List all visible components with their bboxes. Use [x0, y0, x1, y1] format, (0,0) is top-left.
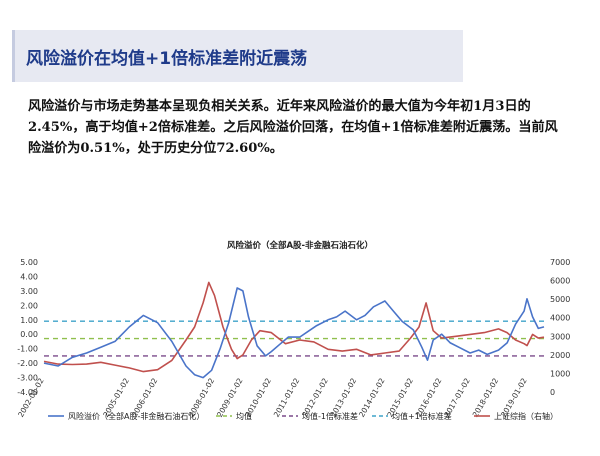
- slide-title: 风险溢价在均值+1倍标准差附近震荡: [26, 49, 308, 69]
- left-tick-label: 4.00: [20, 272, 38, 281]
- chart-container: 风险溢价（全部A股-非金融石油石化） 5.00 4.00 3.00 2.00 1.00 0…: [4, 232, 596, 452]
- legend-label: 均值: [236, 411, 252, 421]
- right-tick-label: 1000: [550, 369, 570, 378]
- legend-label: 均值+1倍标准差: [392, 411, 452, 421]
- right-tick-label: 7000: [550, 258, 570, 267]
- reference-lines: [44, 320, 544, 357]
- left-axis-ticks: 5.00 4.00 3.00 2.00 1.00 0.00 -1.00 -2.00 -3.00 -…: [17, 258, 38, 397]
- left-tick-label: 2.00: [20, 301, 38, 310]
- left-tick-label: -4.00: [17, 388, 38, 397]
- left-tick-label: 0.00: [20, 330, 38, 339]
- slide-paragraph: 风险溢价与市场走势基本呈现负相关关系。近年来风险溢价的最大值为今年初1月3日的2…: [28, 99, 558, 156]
- right-tick-label: 0: [550, 388, 555, 397]
- series-lines: [43, 281, 545, 379]
- left-tick-label: -1.00: [17, 345, 38, 354]
- right-tick-label: 6000: [550, 277, 570, 286]
- right-axis-ticks: 7000 6000 5000 4000 3000 2000 1000 0: [550, 258, 570, 397]
- series-line-0: [43, 287, 545, 379]
- legend-label: 均值-1倍标准差: [302, 411, 358, 421]
- title-band: [12, 30, 463, 82]
- left-tick-label: -3.00: [17, 374, 38, 383]
- legend-label: 风险溢价（全部A股-非金融石油石化）: [68, 411, 204, 421]
- chart-title: 风险溢价（全部A股-非金融石油石化）: [227, 240, 373, 251]
- chart-legend: 风险溢价（全部A股-非金融石油石化） 均值 均值-1倍标准差 均值+1倍标准差 上证综指…: [48, 411, 558, 421]
- chart-background: [4, 232, 596, 452]
- left-tick-label: -2.00: [17, 359, 38, 368]
- risk-premium-chart: 风险溢价（全部A股-非金融石油石化） 5.00 4.00 3.00 2.00 1.00 0…: [4, 232, 596, 452]
- series-line-4: [43, 281, 545, 373]
- right-tick-label: 5000: [550, 295, 570, 304]
- legend-label: 上证综指（右轴）: [494, 411, 558, 421]
- right-tick-label: 4000: [550, 314, 570, 323]
- left-tick-label: 1.00: [20, 316, 38, 325]
- right-tick-label: 3000: [550, 332, 570, 341]
- left-tick-label: 3.00: [20, 287, 38, 296]
- left-tick-label: 5.00: [20, 258, 38, 267]
- right-tick-label: 2000: [550, 351, 570, 360]
